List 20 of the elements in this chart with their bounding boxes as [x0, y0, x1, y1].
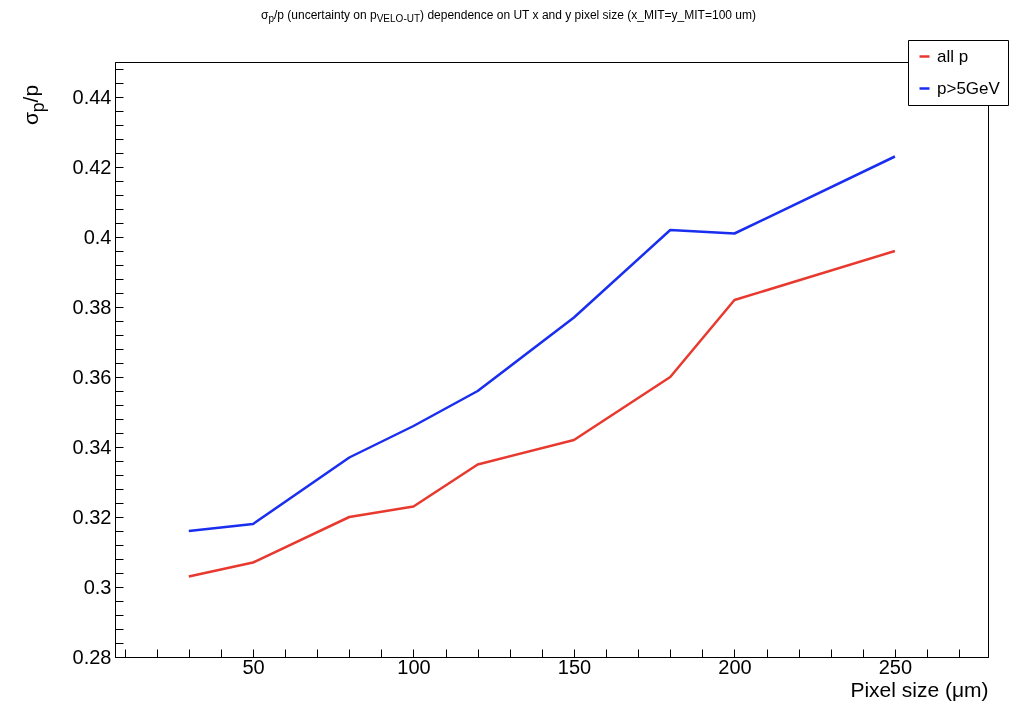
y-tick-label: 0.4	[83, 225, 112, 248]
y-tick-label: 0.28	[72, 645, 112, 668]
legend-label: p>5GeV	[937, 78, 1001, 98]
x-tick-label: 150	[557, 655, 592, 678]
legend-label: all p	[937, 46, 969, 66]
y-tick-label: 0.38	[72, 295, 112, 318]
y-tick-label: 0.36	[72, 365, 112, 388]
y-tick-label: 0.42	[72, 155, 112, 178]
line-series	[187, 249, 897, 578]
x-axis-title: Pixel size (μm)	[850, 677, 989, 701]
y-tick-label: 0.32	[72, 505, 112, 528]
x-tick-label: 100	[397, 655, 431, 678]
y-tick-label: 0.34	[72, 435, 112, 458]
x-tick-label: 50	[242, 655, 265, 678]
line-series	[187, 155, 897, 533]
y-tick-label: 0.3	[83, 575, 112, 598]
y-tick-label: 0.44	[72, 85, 112, 108]
chart-title: σ$_{p}$/p (uncertainty on p$_{VELO-UT}$) dependence on UT x and y pixel size (x_MIT=y_MIT=100 um)	[260, 8, 757, 25]
x-tick-label: 200	[718, 655, 752, 678]
x-tick-label: 250	[878, 655, 913, 678]
